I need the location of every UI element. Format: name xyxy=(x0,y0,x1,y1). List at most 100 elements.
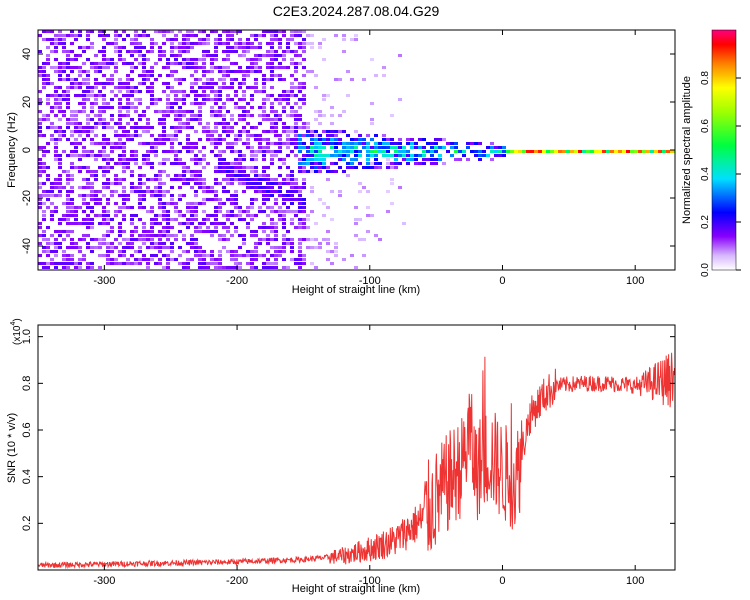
heatmap-cell xyxy=(654,150,658,153)
heatmap-cell xyxy=(78,258,82,261)
heatmap-cell xyxy=(150,206,154,209)
heatmap-cell xyxy=(50,42,54,45)
heatmap-cell xyxy=(178,46,182,49)
heatmap-cell xyxy=(218,222,222,225)
heatmap-cell xyxy=(262,266,266,269)
heatmap-cell xyxy=(278,62,282,65)
heatmap-cell xyxy=(434,162,438,165)
heatmap-cell xyxy=(182,182,186,185)
heatmap-cell xyxy=(86,178,90,181)
heatmap-cell xyxy=(318,162,322,165)
heatmap-cell xyxy=(194,214,198,217)
heatmap-cell xyxy=(490,158,494,161)
heatmap-cell xyxy=(286,266,290,269)
heatmap-cell xyxy=(262,202,266,205)
heatmap-cell xyxy=(282,238,286,241)
heatmap-cell xyxy=(290,58,294,61)
heatmap-cell xyxy=(278,102,282,105)
heatmap-cell xyxy=(142,174,146,177)
heatmap-cell xyxy=(262,222,266,225)
heatmap-cell xyxy=(302,210,306,213)
heatmap-cell xyxy=(254,254,258,257)
heatmap-cell xyxy=(250,86,254,89)
heatmap-cell xyxy=(226,98,230,101)
heatmap-cell xyxy=(270,226,274,229)
heatmap-cell xyxy=(110,158,114,161)
heatmap-cell xyxy=(318,42,322,45)
heatmap-cell xyxy=(42,70,46,73)
heatmap-cell xyxy=(106,242,110,245)
heatmap-cell xyxy=(274,30,278,33)
heatmap-cell xyxy=(50,82,54,85)
heatmap-cell xyxy=(182,58,186,61)
heatmap-cell xyxy=(150,190,154,193)
heatmap-cell xyxy=(230,82,234,85)
heatmap-cell xyxy=(58,110,62,113)
heatmap-cell xyxy=(254,166,258,169)
heatmap-cell xyxy=(286,142,290,145)
heatmap-cell xyxy=(54,246,58,249)
heatmap-cell xyxy=(298,126,302,129)
heatmap-cell xyxy=(322,158,326,161)
heatmap-cell xyxy=(174,154,178,157)
heatmap-cell xyxy=(198,158,202,161)
heatmap-cell xyxy=(290,238,294,241)
heatmap-cell xyxy=(658,150,662,153)
heatmap-cell xyxy=(270,222,274,225)
heatmap-cell xyxy=(70,242,74,245)
heatmap-cell xyxy=(230,194,234,197)
heatmap-cell xyxy=(222,150,226,153)
heatmap-cell xyxy=(130,86,134,89)
heatmap-cell xyxy=(190,150,194,153)
heatmap-cell xyxy=(182,46,186,49)
heatmap-cell xyxy=(294,118,298,121)
heatmap-cell xyxy=(258,146,262,149)
heatmap-cell xyxy=(290,30,294,33)
heatmap-cell xyxy=(150,90,154,93)
heatmap-cell xyxy=(138,198,142,201)
heatmap-cell xyxy=(82,102,86,105)
heatmap-cell xyxy=(130,118,134,121)
heatmap-cell xyxy=(298,106,302,109)
colorbar: 0.00.20.40.60.8 Normalized spectral ampl… xyxy=(681,29,741,277)
heatmap-cell xyxy=(394,158,398,161)
heatmap-cell xyxy=(270,182,274,185)
heatmap-cell xyxy=(242,106,246,109)
chart-title: C2E3.2024.287.08.04.G29 xyxy=(273,3,440,19)
heatmap-cell xyxy=(306,42,310,45)
heatmap-cell xyxy=(262,154,266,157)
heatmap-cell xyxy=(70,214,74,217)
heatmap-cell xyxy=(338,190,342,193)
spectrogram-y-tick-label: 40 xyxy=(21,48,33,60)
heatmap-cell xyxy=(66,258,70,261)
heatmap-cell xyxy=(162,218,166,221)
heatmap-cell xyxy=(218,106,222,109)
heatmap-cell xyxy=(642,150,646,153)
heatmap-cell xyxy=(330,250,334,253)
heatmap-cell xyxy=(62,42,66,45)
heatmap-cell xyxy=(182,194,186,197)
heatmap-cell xyxy=(54,154,58,157)
heatmap-cell xyxy=(70,222,74,225)
heatmap-cell xyxy=(70,206,74,209)
heatmap-cell xyxy=(38,122,42,125)
heatmap-cell xyxy=(74,34,78,37)
heatmap-cell xyxy=(310,130,314,133)
heatmap-cell xyxy=(38,202,42,205)
heatmap-cell xyxy=(58,86,62,89)
heatmap-cell xyxy=(114,30,118,33)
heatmap-cell xyxy=(198,174,202,177)
heatmap-cell xyxy=(214,138,218,141)
heatmap-cell xyxy=(282,142,286,145)
heatmap-cell xyxy=(138,166,142,169)
heatmap-cell xyxy=(182,102,186,105)
heatmap-cell xyxy=(630,150,634,153)
heatmap-cell xyxy=(214,90,218,93)
heatmap-cell xyxy=(214,30,218,33)
heatmap-cell xyxy=(270,78,274,81)
heatmap-cell xyxy=(50,194,54,197)
heatmap-cell xyxy=(206,94,210,97)
heatmap-cell xyxy=(90,190,94,193)
heatmap-cell xyxy=(146,90,150,93)
heatmap-cell xyxy=(102,254,106,257)
